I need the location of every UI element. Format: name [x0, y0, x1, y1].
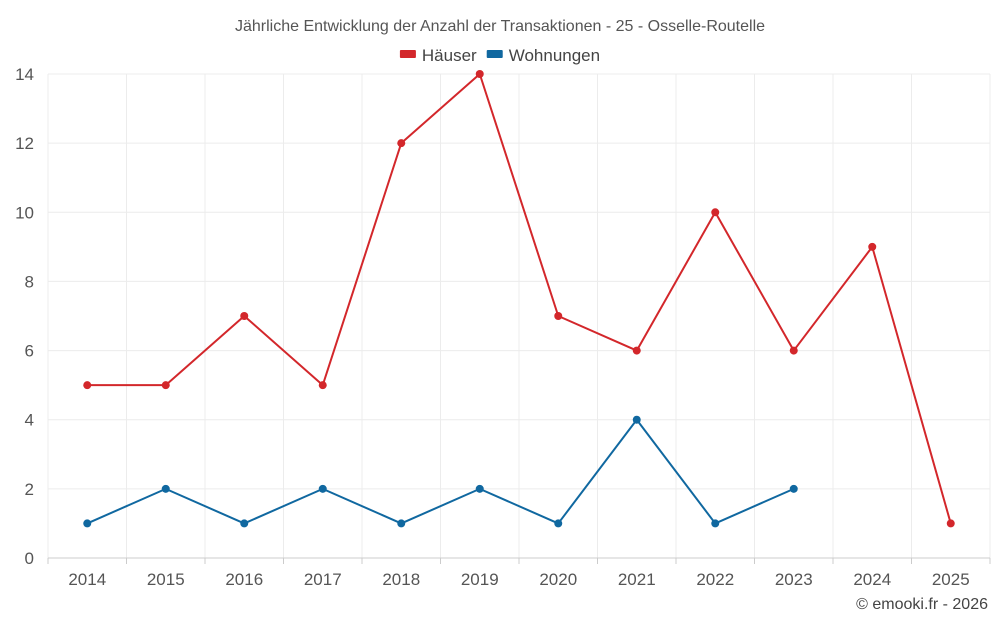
data-point-hauser-2024[interactable]	[868, 242, 877, 251]
legend: Häuser Wohnungen	[399, 46, 600, 65]
x-tick-label: 2025	[932, 570, 970, 589]
data-point-hauser-2015[interactable]	[161, 381, 170, 390]
y-tick-label: 14	[15, 65, 34, 84]
chart-title: Jährliche Entwicklung der Anzahl der Tra…	[235, 18, 765, 35]
series	[83, 70, 955, 528]
x-tick-label: 2015	[147, 570, 185, 589]
data-point-wohnungen-2021[interactable]	[632, 415, 641, 424]
data-point-hauser-2021[interactable]	[632, 346, 641, 355]
legend-label-hauser[interactable]: Häuser	[422, 46, 477, 65]
credit-text: © emooki.fr - 2026	[856, 596, 988, 613]
y-tick-label: 4	[25, 411, 34, 430]
data-point-hauser-2016[interactable]	[240, 312, 249, 320]
y-tick-label: 8	[25, 272, 34, 291]
data-point-hauser-2019[interactable]	[475, 70, 484, 78]
data-point-hauser-2018[interactable]	[397, 139, 406, 148]
data-point-wohnungen-2016[interactable]	[240, 519, 249, 528]
y-tick-label: 10	[15, 203, 34, 222]
axes: 0 2 4 6 8 10 12 14 2014 2015 2016 2017 2018 2019 2020 2…	[15, 65, 991, 589]
legend-label-wohnungen[interactable]: Wohnungen	[509, 46, 600, 65]
data-point-hauser-2025[interactable]	[946, 519, 955, 528]
data-point-hauser-2017[interactable]	[318, 381, 327, 390]
data-point-wohnungen-2020[interactable]	[554, 519, 563, 528]
y-tick-label: 12	[15, 134, 34, 153]
x-tick-label: 2023	[775, 570, 813, 589]
y-tick-label: 6	[25, 342, 34, 361]
data-point-hauser-2022[interactable]	[711, 208, 720, 217]
data-point-wohnungen-2022[interactable]	[711, 519, 720, 528]
data-point-wohnungen-2018[interactable]	[397, 519, 406, 528]
data-point-wohnungen-2014[interactable]	[83, 519, 92, 528]
legend-swatch-wohnungen	[486, 50, 503, 58]
data-point-wohnungen-2015[interactable]	[161, 484, 170, 493]
x-tick-label: 2021	[618, 570, 656, 589]
x-tick-label: 2014	[68, 570, 106, 589]
x-tick-label: 2017	[304, 570, 342, 589]
data-point-wohnungen-2023[interactable]	[789, 484, 798, 493]
data-point-hauser-2020[interactable]	[554, 312, 563, 320]
data-point-wohnungen-2019[interactable]	[475, 484, 484, 493]
x-tick-label: 2024	[853, 570, 891, 589]
series-line-wohnungen	[86, 418, 795, 525]
x-tick-label: 2020	[539, 570, 577, 589]
grid	[47, 73, 991, 558]
x-tick-label: 2022	[696, 570, 734, 589]
series-line-hauser	[87, 73, 952, 524]
data-point-hauser-2023[interactable]	[789, 346, 798, 355]
x-tick-label: 2016	[225, 570, 263, 589]
y-tick-label: 0	[25, 549, 34, 568]
legend-swatch-hauser	[399, 50, 416, 58]
data-point-wohnungen-2017[interactable]	[318, 484, 327, 493]
data-point-hauser-2014[interactable]	[83, 381, 92, 390]
x-tick-label: 2018	[382, 570, 420, 589]
x-tick-label: 2019	[461, 570, 499, 589]
y-tick-label: 2	[25, 480, 34, 499]
